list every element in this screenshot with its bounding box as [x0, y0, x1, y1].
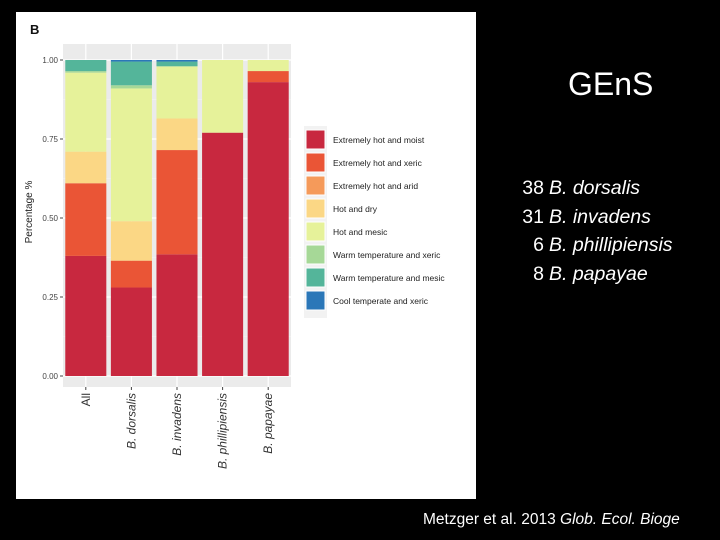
x-axis-ticks: All B. dorsalis B. invadens B. phillipiensi… [79, 387, 275, 469]
bar-segment [65, 72, 107, 152]
x-tick-label: B. phillipiensis [216, 393, 230, 469]
legend-swatch [305, 244, 326, 265]
species-count: 6 [533, 234, 544, 257]
bar-segment [110, 260, 152, 288]
legend-swatch [305, 175, 326, 196]
bar-segment [110, 60, 152, 62]
legend-swatch [305, 290, 326, 311]
citation: Metzger et al. 2013 Glob. Ecol. Bioge [423, 511, 680, 529]
legend-label: Extremely hot and moist [333, 135, 425, 145]
bar-segment [202, 60, 244, 133]
legend-swatch [305, 221, 326, 242]
bar-segment [156, 150, 198, 255]
y-tick-label: 1.00 [42, 56, 58, 65]
bar-segment [247, 60, 289, 72]
legend-swatch [305, 198, 326, 219]
bar-segment [65, 60, 107, 72]
bar-segment [247, 82, 289, 377]
bar-segment [156, 66, 198, 119]
bar-segment [65, 255, 107, 376]
y-axis-ticks: 0.00 0.25 0.50 0.75 1.00 [42, 56, 63, 381]
species-name: B. phillipiensis [549, 234, 673, 257]
x-tick-label: B. papayae [261, 393, 275, 454]
bar-segment [65, 183, 107, 256]
bar-segment [202, 132, 244, 376]
species-count-row: 31 B. invadens [522, 203, 673, 232]
species-name: B. papayae [549, 262, 648, 285]
legend-label: Hot and dry [333, 204, 378, 214]
legend-label: Warm temperature and xeric [333, 250, 441, 260]
bar-segment [65, 151, 107, 184]
legend: Extremely hot and moist Extremely hot and… [304, 126, 445, 318]
legend-label: Hot and mesic [333, 227, 388, 237]
figure-panel: 0.00 0.25 0.50 0.75 1.00 All B. dorsalis B. in… [16, 12, 476, 499]
stacked-bar-chart: 0.00 0.25 0.50 0.75 1.00 All B. dorsalis B. in… [24, 44, 445, 469]
bar-segment [110, 61, 152, 86]
species-name: B. invadens [549, 205, 651, 228]
bar-segment [110, 287, 152, 376]
x-tick-label: B. dorsalis [124, 393, 138, 449]
bar-segment [156, 60, 198, 62]
species-count-row: 8 B. papayae [522, 260, 673, 289]
species-name: B. dorsalis [549, 177, 641, 199]
bar-segment [110, 221, 152, 261]
bar-segment [247, 71, 289, 83]
legend-swatch [305, 129, 326, 150]
legend-swatch [305, 267, 326, 288]
bars [65, 60, 289, 377]
citation-journal: Glob. Ecol. Bioge [560, 511, 680, 528]
y-tick-label: 0.75 [42, 135, 58, 144]
bar-segment [110, 85, 152, 89]
legend-swatch [305, 152, 326, 173]
legend-label: Extremely hot and xeric [333, 158, 423, 168]
panel-letter: B [30, 22, 40, 37]
species-count: 8 [533, 262, 544, 285]
y-tick-label: 0.50 [42, 214, 58, 223]
legend-label: Cool temperate and xeric [333, 296, 429, 306]
bar-segment [156, 254, 198, 376]
bar-segment [110, 88, 152, 222]
citation-authors: Metzger et al. 2013 [423, 511, 556, 528]
legend-label: Warm temperature and mesic [333, 273, 445, 283]
x-tick-label: B. invadens [170, 393, 184, 456]
x-tick-label: All [79, 393, 93, 406]
species-count: 31 [522, 205, 544, 228]
species-counts: 38 B. dorsalis 31 B. invadens 6 B. phillipi… [522, 174, 673, 289]
legend-label: Extremely hot and arid [333, 181, 418, 191]
y-axis-label: Percentage % [24, 180, 35, 243]
y-tick-label: 0.00 [42, 372, 58, 381]
bar-segment [156, 118, 198, 151]
species-count-row: 6 B. phillipiensis [522, 231, 673, 260]
species-count: 38 [522, 177, 544, 199]
bar-segment [65, 71, 107, 73]
y-tick-label: 0.25 [42, 293, 58, 302]
species-count-row: 38 B. dorsalis [522, 174, 673, 203]
bar-segment [156, 61, 198, 67]
slide-title: GEnS [568, 66, 654, 102]
